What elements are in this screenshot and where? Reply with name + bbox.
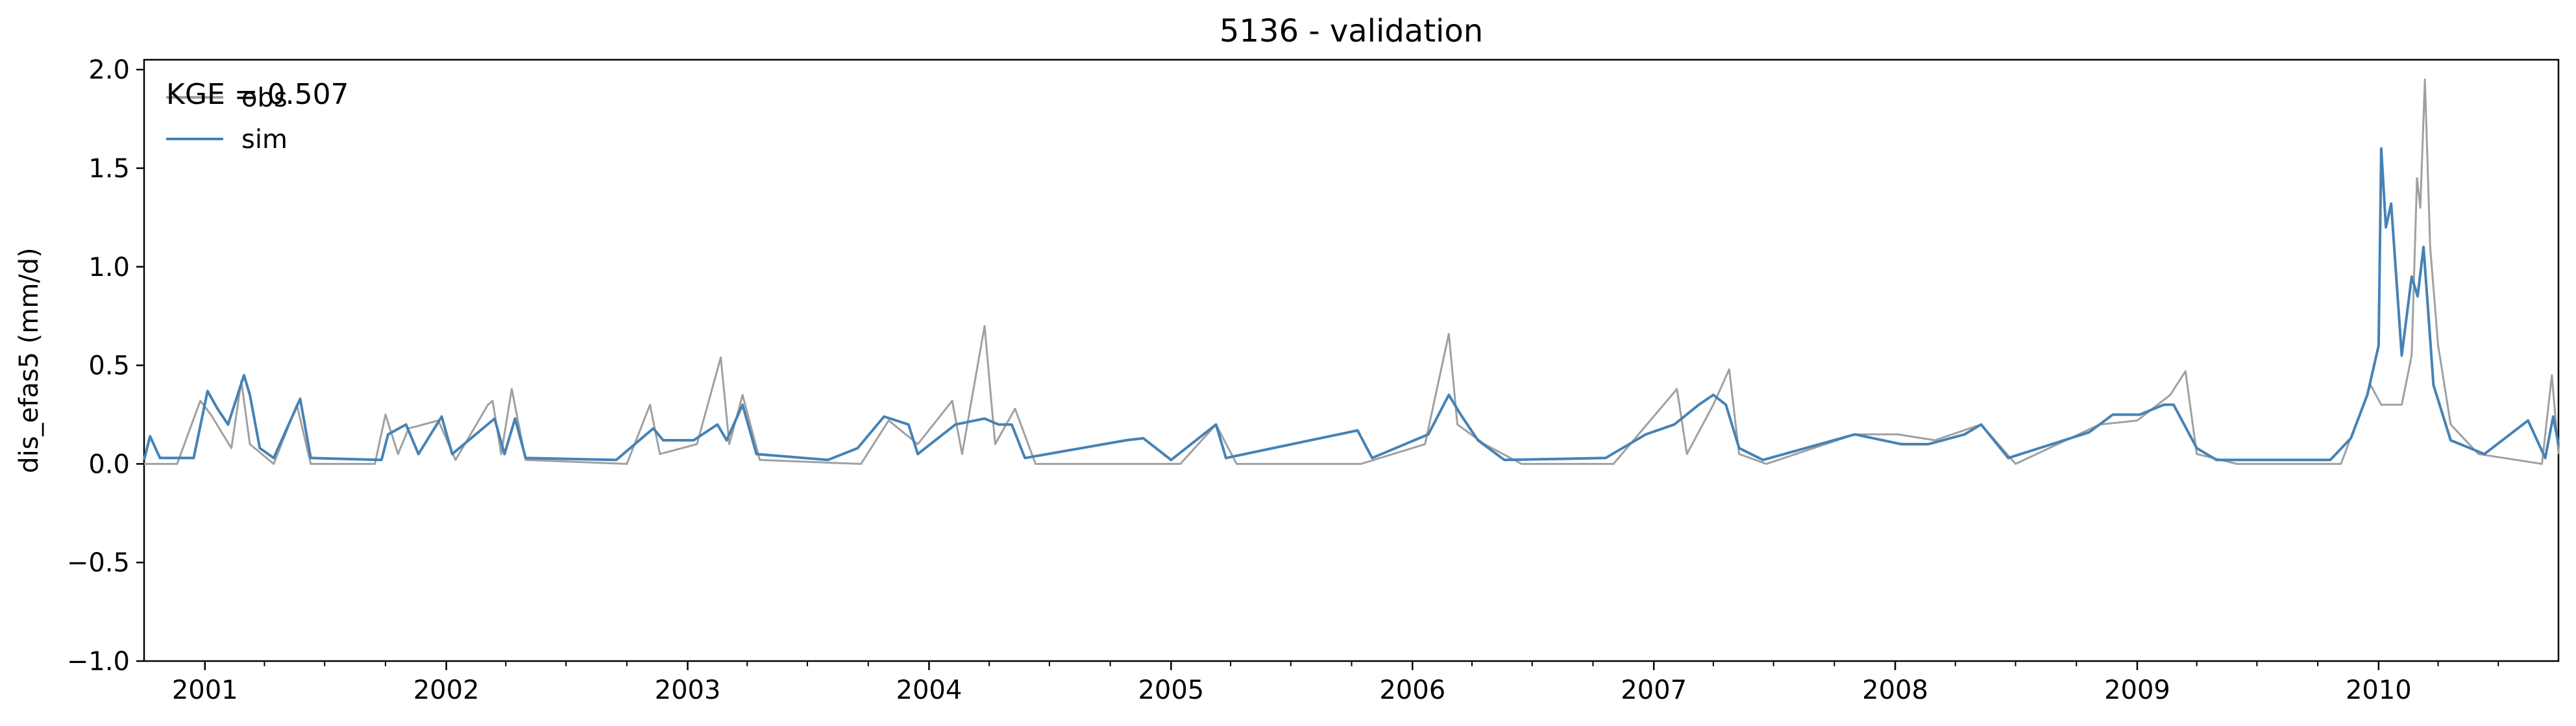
y-tick-label: 1.5 [88, 154, 130, 184]
y-axis-label: dis_efas5 (mm/d) [14, 247, 44, 473]
chart-title: 5136 - validation [1220, 13, 1483, 49]
x-tick-label: 2005 [1138, 675, 1204, 705]
x-tick-label: 2002 [413, 675, 480, 705]
x-tick-label: 2001 [172, 675, 238, 705]
x-tick-label: 2004 [896, 675, 963, 705]
y-tick-label: −0.5 [67, 548, 130, 578]
series-layer [143, 78, 2560, 465]
x-tick-label: 2009 [2104, 675, 2170, 705]
plot-frame [143, 58, 2560, 662]
y-tick-label: 0.5 [88, 351, 130, 381]
series-line-sim [143, 147, 2560, 462]
y-tick-label: 0.0 [88, 449, 130, 479]
x-tick-label: 2007 [1621, 675, 1687, 705]
x-tick-label: 2006 [1379, 675, 1445, 705]
x-tick-label: 2010 [2346, 675, 2412, 705]
x-tick-label: 2008 [1862, 675, 1928, 705]
x-axis: 2001 2002 2003 2004 2005 2006 2007 2008 2009 2010 [172, 661, 2499, 705]
legend-label-sim: sim [241, 125, 288, 155]
x-tick-label: 2003 [655, 675, 721, 705]
y-tick-label: 1.0 [88, 253, 130, 282]
legend: obs sim [166, 83, 288, 155]
legend-label-obs: obs [241, 83, 288, 113]
y-axis: −1.0 −0.5 0.0 0.5 1.0 1.5 2.0 [67, 55, 144, 677]
y-tick-label: −1.0 [67, 647, 130, 677]
y-tick-label: 2.0 [88, 55, 130, 85]
kge-annotation: KGE = 0.507 [166, 78, 349, 111]
